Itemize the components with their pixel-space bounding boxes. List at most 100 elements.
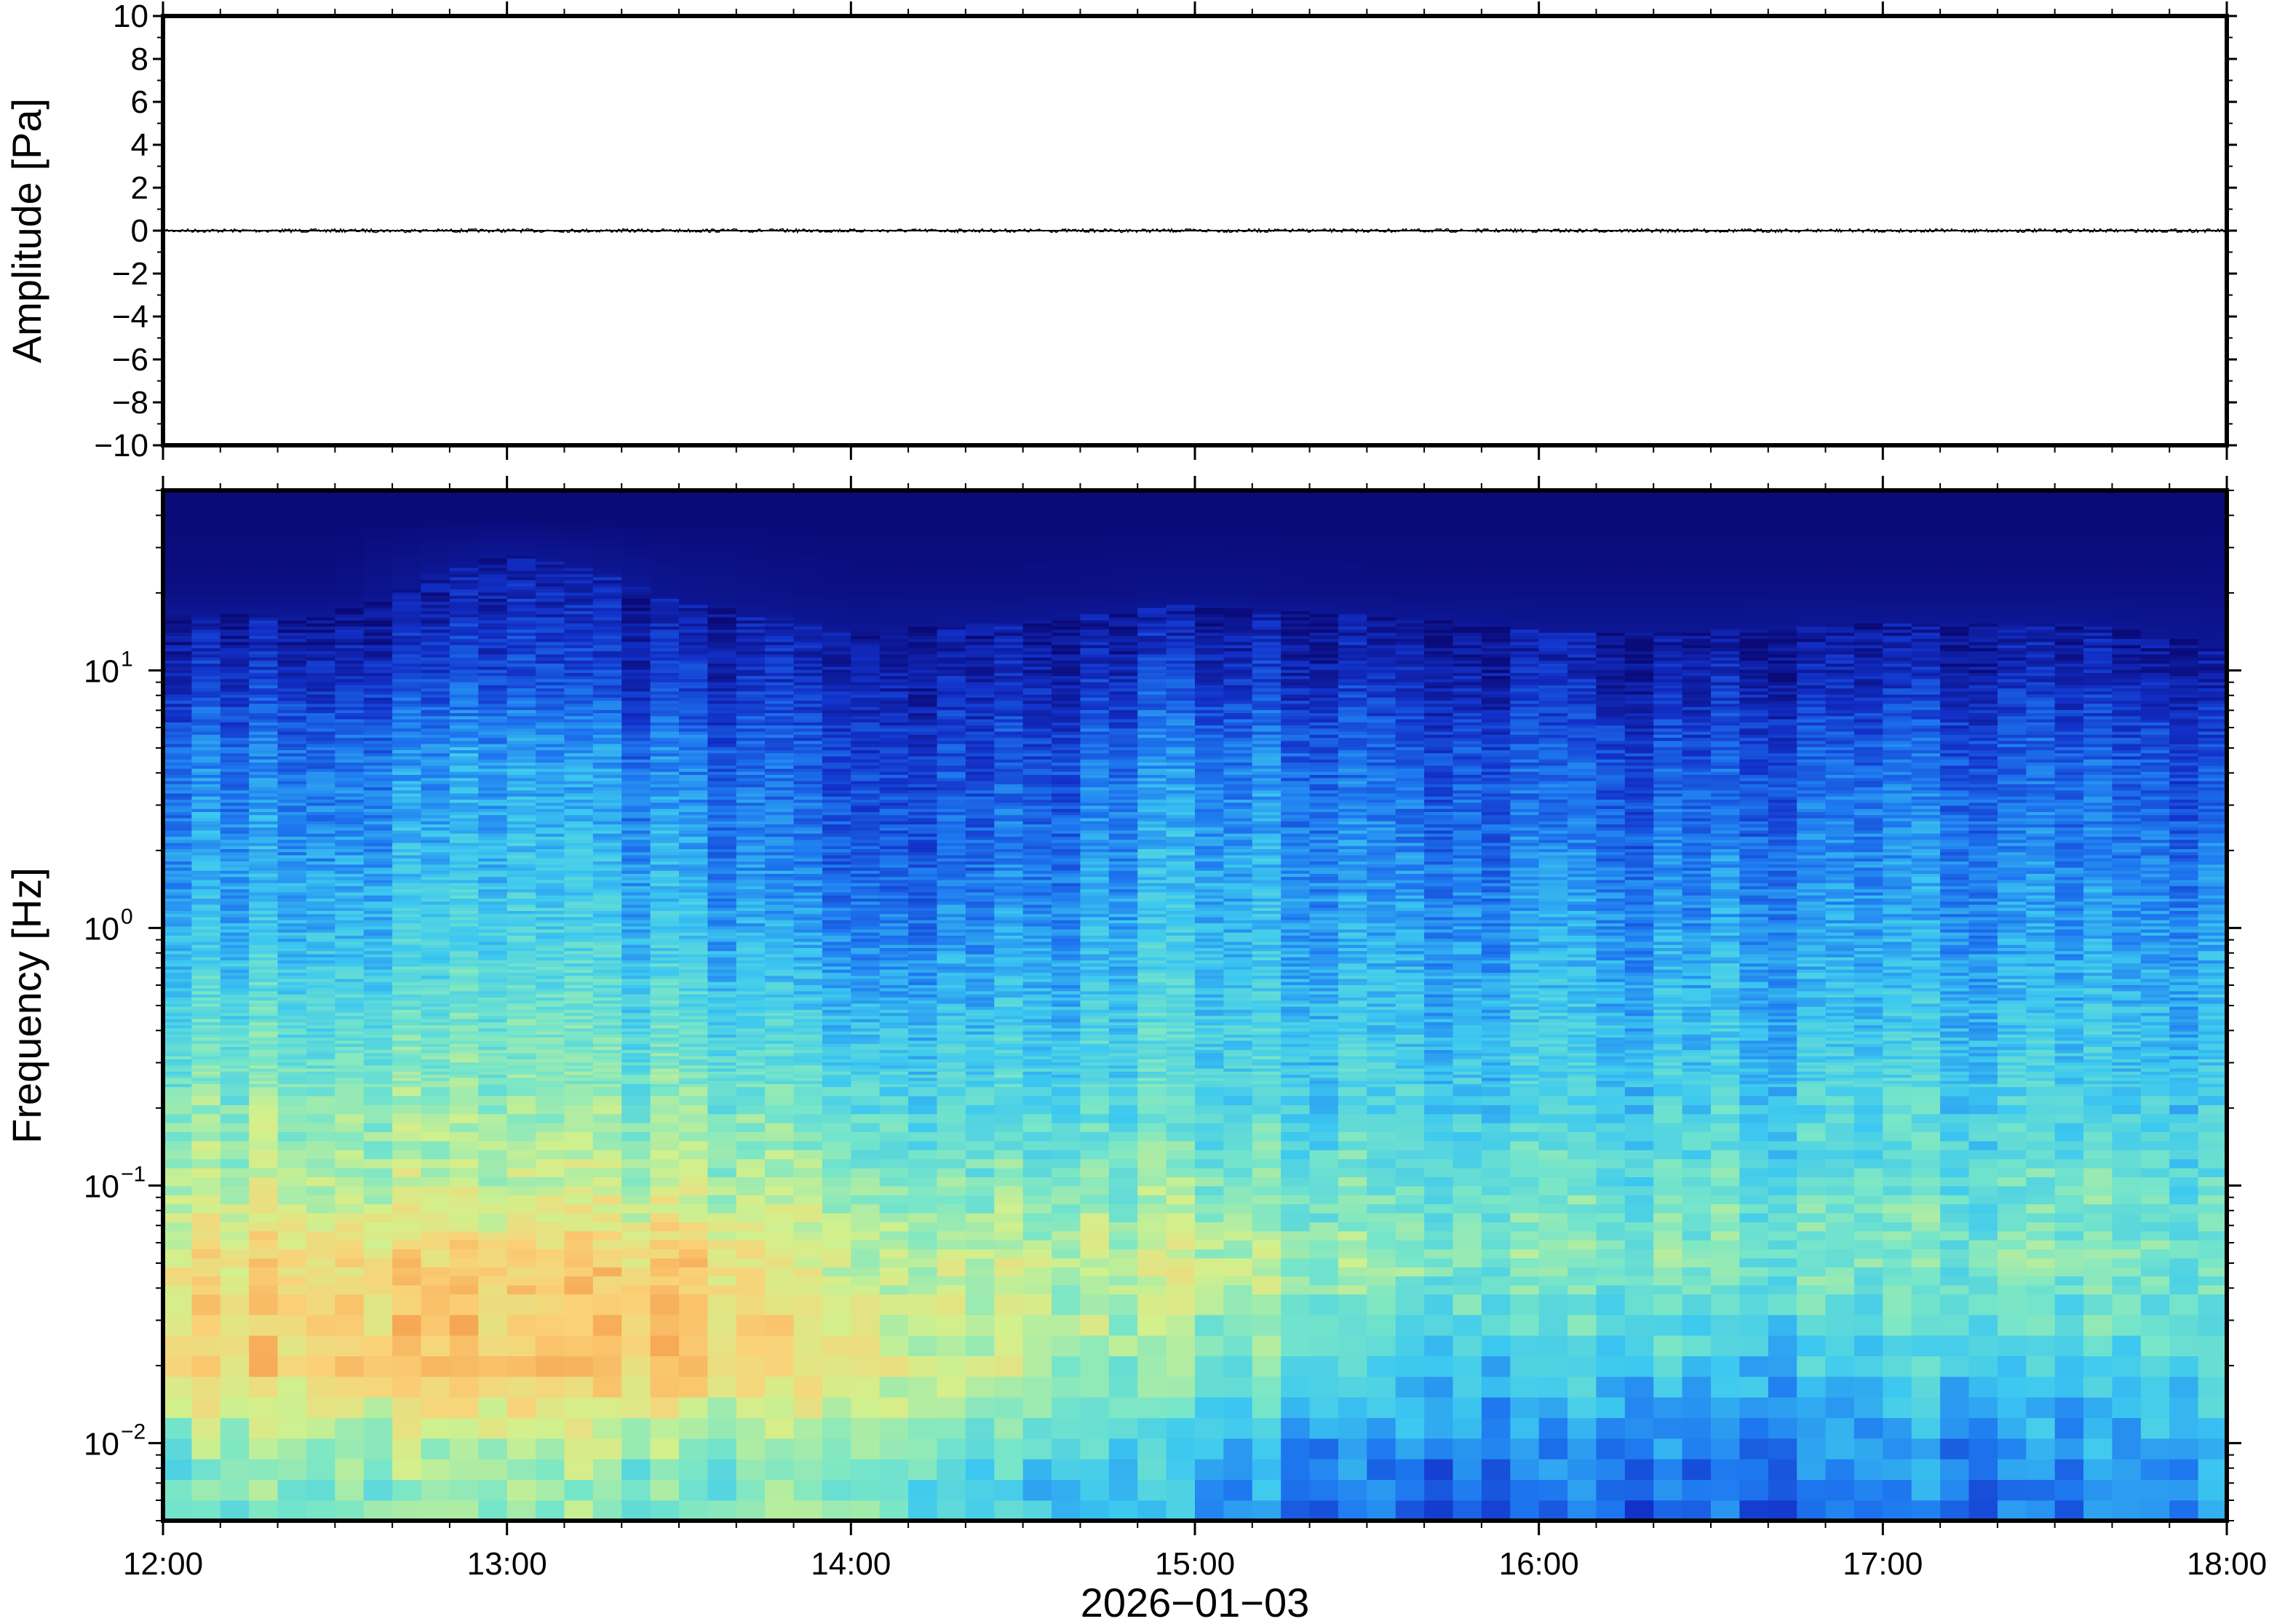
spectrogram-cell bbox=[736, 840, 766, 843]
spectrogram-cell bbox=[593, 586, 622, 589]
spectrogram-cell bbox=[306, 787, 335, 790]
spectrogram-cell bbox=[306, 848, 335, 852]
spectrogram-cell bbox=[593, 1016, 622, 1019]
spectrogram-cell bbox=[163, 586, 192, 589]
spectrogram-cell bbox=[507, 595, 536, 599]
spectrogram-cell bbox=[191, 951, 220, 955]
spectrogram-cell bbox=[421, 639, 450, 642]
spectrogram-cell bbox=[478, 889, 507, 893]
spectrogram-cell bbox=[220, 867, 250, 871]
spectrogram-cell bbox=[364, 994, 393, 998]
spectrogram-cell bbox=[507, 984, 536, 988]
spectrogram-cell bbox=[364, 1141, 393, 1150]
spectrogram-cell bbox=[278, 768, 307, 772]
spectrogram-cell bbox=[392, 926, 421, 930]
spectrogram-cell bbox=[335, 540, 364, 544]
spectrogram-cell bbox=[679, 515, 708, 519]
spectrogram-cell bbox=[249, 568, 278, 571]
spectrogram-cell bbox=[707, 1177, 736, 1186]
spectrogram-cell bbox=[707, 957, 736, 960]
spectrogram-cell bbox=[478, 577, 507, 581]
spectrogram-cell bbox=[191, 608, 220, 611]
spectrogram-cell bbox=[621, 749, 651, 753]
spectrogram-cell bbox=[564, 676, 593, 680]
spectrogram-cell bbox=[507, 1078, 536, 1081]
spectrogram-cell bbox=[306, 774, 335, 778]
spectrogram-cell bbox=[249, 528, 278, 531]
spectrogram-cell bbox=[736, 873, 766, 877]
spectrogram-cell bbox=[679, 669, 708, 673]
spectrogram-cell bbox=[306, 1276, 335, 1286]
spectrogram-cell bbox=[249, 753, 278, 757]
spectrogram-cell bbox=[707, 543, 736, 546]
spectrogram-cell bbox=[478, 873, 507, 877]
spectrogram-cell bbox=[736, 697, 766, 701]
spectrogram-cell bbox=[707, 1258, 736, 1267]
spectrogram-cell bbox=[191, 1078, 220, 1081]
spectrogram-cell bbox=[679, 1034, 708, 1038]
spectrogram-cell bbox=[621, 586, 651, 589]
spectrogram-cell bbox=[736, 756, 766, 760]
spectrogram-cell bbox=[593, 749, 622, 753]
spectrogram-cell bbox=[421, 1043, 450, 1047]
spectrogram-cell bbox=[364, 595, 393, 599]
spectrogram-cell bbox=[163, 771, 192, 775]
spectrogram-cell bbox=[450, 864, 479, 868]
spectrogram-cell bbox=[249, 1141, 278, 1150]
spectrogram-cell bbox=[736, 1006, 766, 1010]
spectrogram-cell bbox=[593, 753, 622, 757]
spectrogram-cell bbox=[191, 818, 220, 821]
spectrogram-cell bbox=[507, 827, 536, 831]
spectrogram-cell bbox=[421, 586, 450, 589]
spectrogram-cell bbox=[220, 1335, 250, 1356]
spectrogram-cell bbox=[564, 988, 593, 992]
spectrogram-cell bbox=[278, 1071, 307, 1075]
spectrogram-cell bbox=[736, 808, 766, 812]
spectrogram-cell bbox=[335, 1062, 364, 1066]
spectrogram-cell bbox=[191, 944, 220, 948]
spectrogram-cell bbox=[478, 701, 507, 704]
spectrogram-cell bbox=[450, 1068, 479, 1072]
spectrogram-cell bbox=[507, 895, 536, 899]
spectrogram-cell bbox=[765, 1141, 794, 1150]
spectrogram-cell bbox=[450, 635, 479, 639]
spectrogram-cell bbox=[450, 610, 479, 614]
spectrogram-cell bbox=[507, 546, 536, 549]
spectrogram-cell bbox=[707, 747, 736, 750]
spectrogram-cell bbox=[364, 679, 393, 682]
spectrogram-cell bbox=[707, 620, 736, 624]
spectrogram-cell bbox=[249, 626, 278, 630]
spectrogram-cell bbox=[593, 573, 622, 577]
spectrogram-cell bbox=[450, 676, 479, 680]
spectrogram-cell bbox=[450, 1231, 479, 1241]
spectrogram-cell bbox=[478, 1131, 507, 1141]
spectrogram-cell bbox=[736, 960, 766, 963]
spectrogram-cell bbox=[450, 799, 479, 803]
spectrogram-cell bbox=[507, 645, 536, 648]
spectrogram-cell bbox=[249, 573, 278, 577]
spectrogram-cell bbox=[707, 1114, 736, 1123]
spectrogram-cell bbox=[621, 1065, 651, 1069]
spectrogram-cell bbox=[249, 555, 278, 559]
spectrogram-cell bbox=[392, 676, 421, 680]
spectrogram-cell bbox=[249, 722, 278, 725]
spectrogram-cell bbox=[392, 685, 421, 688]
spectrogram-cell bbox=[621, 697, 651, 701]
spectrogram-cell bbox=[536, 951, 565, 955]
spectrogram-cell bbox=[507, 506, 536, 509]
spectrogram-cell bbox=[679, 799, 708, 803]
spectrogram-cell bbox=[450, 528, 479, 531]
spectrogram-cell bbox=[306, 614, 335, 618]
spectrogram-cell bbox=[364, 821, 393, 824]
spectrogram-cell bbox=[364, 765, 393, 769]
spectrogram-cell bbox=[421, 1009, 450, 1013]
spectrogram-cell bbox=[679, 762, 708, 765]
spectrogram-cell bbox=[421, 1075, 450, 1078]
spectrogram-cell bbox=[679, 716, 708, 720]
spectrogram-cell bbox=[736, 1009, 766, 1013]
spectrogram-cell bbox=[478, 892, 507, 896]
spectrogram-cell bbox=[679, 929, 708, 933]
spectrogram-cell bbox=[278, 852, 307, 856]
spectrogram-cell bbox=[564, 944, 593, 948]
spectrogram-cell bbox=[450, 1050, 479, 1054]
